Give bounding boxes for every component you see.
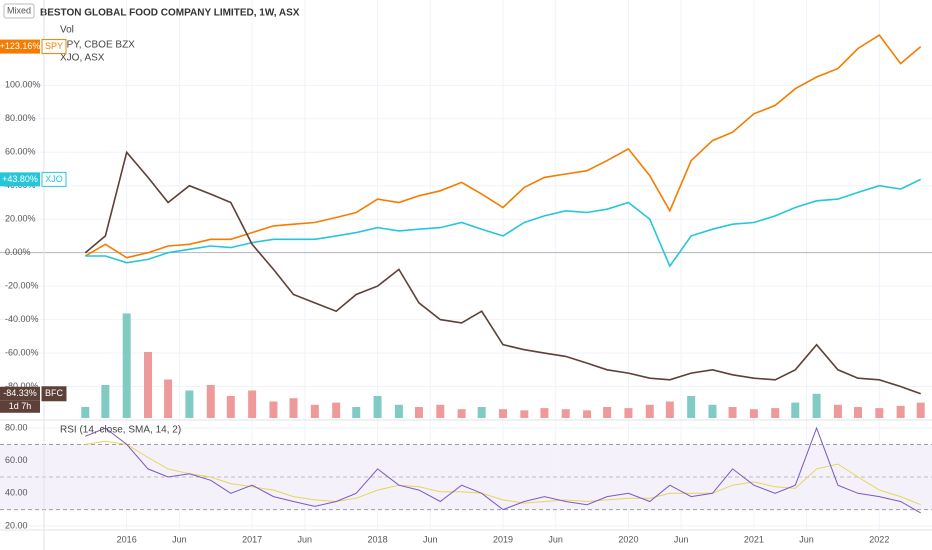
- series-line: [84, 34, 922, 259]
- scale-mode-button[interactable]: [3, 3, 35, 19]
- volume-bar: [749, 409, 758, 418]
- x-tick-label: Jun: [423, 534, 438, 544]
- volume-bar: [477, 407, 486, 418]
- volume-bar: [289, 398, 298, 418]
- volume-bar: [206, 385, 215, 418]
- volume-bar: [101, 385, 110, 418]
- name-tag-label: XJO: [45, 174, 63, 184]
- volume-bar: [352, 407, 361, 418]
- price-tag-label: +123.16%: [0, 41, 40, 51]
- volume-bar: [853, 407, 862, 418]
- volume-bar: [624, 408, 633, 418]
- rsi-tick-label: 20.00: [5, 520, 28, 530]
- x-tick-label: Jun: [172, 534, 187, 544]
- volume-bar: [708, 404, 717, 418]
- legend-item: SPY, CBOE BZX: [60, 40, 135, 51]
- volume-bar: [583, 410, 592, 418]
- rsi-tick-label: 80.00: [5, 423, 28, 433]
- rsi-sma-line: [85, 440, 921, 506]
- rsi-tick-label: 40.00: [5, 488, 28, 498]
- volume-bar: [394, 404, 403, 418]
- name-tag: [41, 171, 67, 187]
- x-tick-label: Jun: [799, 534, 814, 544]
- legend-item: Vol: [60, 25, 74, 36]
- x-tick-label: Jun: [548, 534, 563, 544]
- volume-bar: [414, 407, 423, 418]
- y-tick-label: -60.00%: [5, 347, 39, 357]
- name-tag-label: SPY: [45, 41, 63, 51]
- series-line: [84, 150, 921, 395]
- y-tick-label: 20.00%: [5, 214, 36, 224]
- volume-bar: [665, 401, 674, 418]
- volume-bar: [520, 410, 529, 418]
- name-tag: [41, 39, 67, 55]
- rsi-tick-label: 60.00: [5, 455, 28, 465]
- volume-bar: [144, 352, 153, 418]
- price-tag-label: -84.33%: [3, 388, 37, 398]
- volume-bar: [164, 379, 173, 418]
- x-tick-label: 2019: [493, 534, 513, 544]
- volume-bar: [226, 396, 235, 418]
- scale-mode[interactable]: Mixed: [7, 5, 31, 15]
- volume-bar: [185, 390, 194, 418]
- y-tick-label: 0.00%: [5, 247, 31, 257]
- volume-bar: [457, 409, 466, 418]
- volume-bar: [122, 313, 131, 418]
- y-tick-label: -20.00%: [5, 281, 39, 291]
- y-tick-label: -80.00%: [5, 381, 39, 391]
- x-tick-label: Jun: [674, 534, 689, 544]
- y-tick-label: 80.00%: [5, 113, 36, 123]
- price-tag: [0, 172, 40, 187]
- volume-bar: [645, 404, 654, 418]
- volume-bar: [687, 396, 696, 418]
- volume-bar: [248, 390, 257, 418]
- x-tick-label: 2020: [618, 534, 638, 544]
- legend-item: XJO, ASX: [60, 53, 105, 64]
- volume-bar: [499, 409, 508, 418]
- rsi-title: RSI (14, close, SMA, 14, 2): [60, 425, 181, 436]
- volume-bar: [561, 409, 570, 418]
- volume-bar: [603, 407, 612, 418]
- series-line: [85, 178, 922, 268]
- price-tag-label: +43.80%: [2, 174, 38, 184]
- x-tick-label: 2016: [117, 534, 137, 544]
- y-tick-label: 60.00%: [5, 147, 36, 157]
- y-tick-label: 100.00%: [5, 80, 41, 90]
- x-tick-label: Jun: [298, 534, 313, 544]
- chart-title: BESTON GLOBAL FOOD COMPANY LIMITED, 1W, …: [40, 8, 300, 19]
- rsi-line: [85, 426, 921, 514]
- volume-bar: [81, 407, 90, 418]
- volume-bar: [728, 407, 737, 418]
- countdown-tag: [0, 400, 40, 413]
- y-tick-label: -40.00%: [5, 314, 39, 324]
- volume-bar: [332, 402, 341, 418]
- name-tag-label: BFC: [45, 388, 64, 398]
- volume-bar: [771, 408, 780, 418]
- countdown: 1d 7h: [9, 401, 32, 411]
- volume-bar: [896, 405, 905, 418]
- price-tag: [0, 386, 40, 401]
- volume-bar: [916, 402, 925, 418]
- volume-bar: [269, 401, 278, 418]
- volume-bar: [373, 396, 382, 418]
- x-tick-label: 2021: [744, 534, 764, 544]
- volume-bar: [540, 408, 549, 418]
- name-tag: [41, 386, 67, 402]
- volume-bar: [310, 404, 319, 418]
- x-tick-label: 2018: [368, 534, 388, 544]
- volume-bar: [436, 404, 445, 418]
- price-tag: [0, 39, 40, 54]
- volume-bar: [875, 408, 884, 418]
- volume-bar: [833, 404, 842, 418]
- x-tick-label: 2022: [869, 534, 889, 544]
- x-tick-label: 2017: [242, 534, 262, 544]
- volume-bar: [812, 393, 821, 418]
- volume-bar: [791, 402, 800, 418]
